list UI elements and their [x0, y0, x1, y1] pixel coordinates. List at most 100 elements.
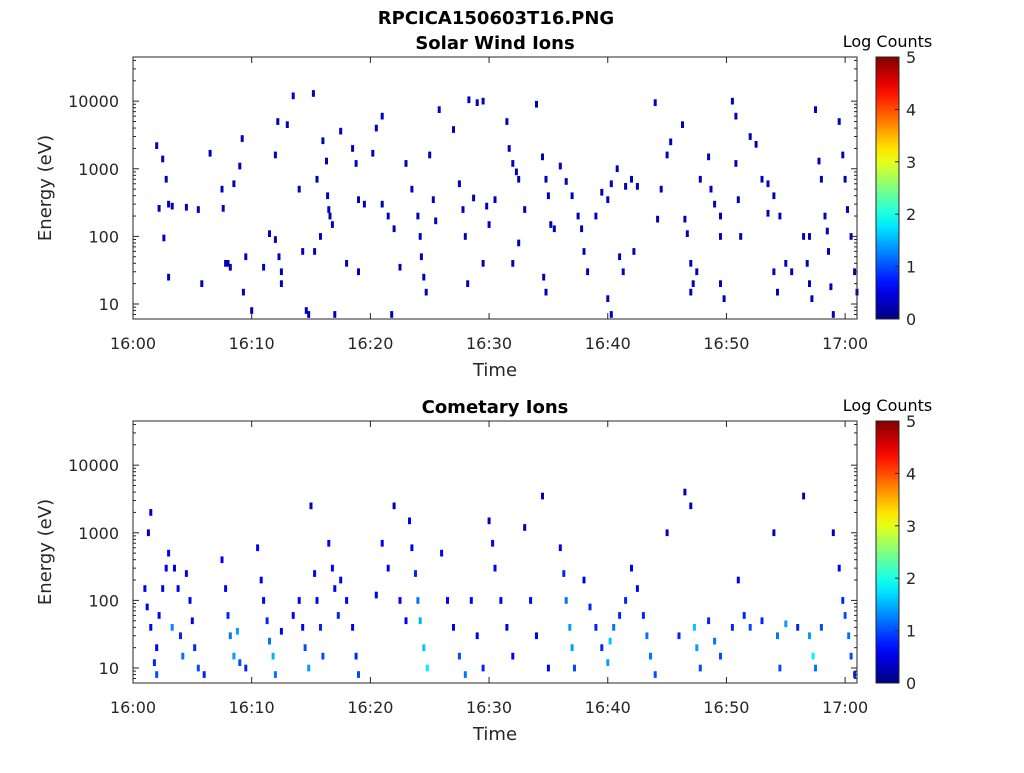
spectrogram-cell: [241, 288, 245, 296]
spectrogram-cell: [649, 652, 652, 660]
spectrogram-cell: [606, 659, 610, 666]
spectrogram-cell: [846, 206, 849, 213]
spectrogram-cell: [440, 549, 444, 557]
spectrogram-cell: [262, 263, 266, 271]
spectrogram-cell: [511, 160, 515, 167]
spectrogram-cell: [250, 307, 254, 314]
x-tick-label: 16:10: [229, 334, 275, 353]
spectrogram-cell: [805, 260, 809, 267]
x-tick-label: 16:30: [466, 698, 512, 717]
spectrogram-cell: [523, 524, 527, 531]
colorbar-tick-label: 5: [906, 48, 916, 67]
x-tick-label: 16:20: [347, 698, 393, 717]
x-tick-label: 16:40: [585, 698, 631, 717]
spectrogram-cell: [594, 624, 598, 631]
spectrogram-cell: [558, 162, 562, 170]
spectrogram-cell: [698, 175, 702, 183]
spectrogram-cell: [268, 230, 271, 237]
plot-area: [133, 421, 857, 683]
spectrogram-cell: [615, 165, 619, 173]
spectrogram-cell: [760, 175, 764, 183]
spectrogram-cell: [279, 627, 283, 635]
spectrogram-cell: [398, 597, 402, 604]
panel-solar-wind-ions: Solar Wind Ions 16:00 16:10 16:20 16:30 16:40…: [35, 32, 932, 381]
spectrogram-cell: [609, 311, 613, 318]
spectrogram-cell: [146, 529, 150, 537]
spectrogram-cell: [457, 180, 461, 188]
spectrogram-cell: [285, 121, 289, 128]
spectrogram-cell: [760, 617, 764, 625]
spectrogram-cell: [228, 632, 232, 640]
spectrogram-cell: [849, 652, 853, 660]
spectrogram-cell: [529, 597, 533, 604]
spectrogram-cell: [754, 141, 758, 148]
spectrogram-cell: [730, 624, 734, 631]
spectrogram-cell: [452, 126, 455, 133]
colorbar-tick-label: 1: [906, 258, 916, 277]
x-axis-label: Time: [472, 360, 517, 381]
spectrogram-cell: [319, 233, 322, 240]
spectrogram-cell: [238, 659, 242, 666]
spectrogram-cell: [149, 624, 153, 631]
spectrogram-cell: [357, 671, 360, 678]
spectrogram-cell: [410, 185, 414, 193]
spectrogram-cell: [719, 652, 722, 660]
spectrogram-cell: [143, 585, 147, 592]
spectrogram-cell: [351, 145, 355, 152]
spectrogram-cell: [313, 248, 317, 255]
spectrogram-cell: [847, 632, 851, 640]
spectrogram-cell: [841, 597, 845, 604]
colorbar-tick-label: 3: [906, 517, 916, 536]
spectrogram-cell: [549, 221, 553, 228]
spectrogram-cell: [380, 112, 384, 120]
spectrogram-cell: [319, 624, 322, 631]
spectrogram-cell: [505, 624, 509, 631]
spectrogram-cell: [784, 260, 788, 267]
spectrogram-cell: [796, 624, 800, 631]
spectrogram-cell: [303, 644, 307, 651]
spectrogram-cell: [398, 263, 402, 271]
spectrogram-cell: [831, 311, 835, 318]
spectrogram-cell: [511, 260, 515, 267]
spectrogram-cell: [541, 492, 544, 500]
colorbar-label: Log Counts: [843, 32, 933, 51]
spectrogram-cell: [265, 617, 269, 625]
spectrogram-cell: [351, 624, 355, 631]
spectrogram-cell: [167, 549, 171, 557]
spectrogram-cell: [541, 153, 544, 161]
spectrogram-cell: [514, 168, 518, 176]
spectrogram-cell: [475, 632, 479, 640]
spectrogram-cell: [573, 664, 576, 672]
spectrogram-cell: [677, 632, 681, 640]
spectrogram-cell: [665, 151, 669, 159]
spectrogram-cell: [311, 90, 315, 97]
spectrogram-cell: [722, 295, 726, 302]
spectrogram-cell: [259, 576, 263, 584]
spectrogram-cell: [416, 212, 420, 220]
spectrogram-cell: [719, 233, 722, 240]
spectrogram-cell: [831, 529, 835, 537]
spectrogram-cell: [624, 183, 628, 190]
spectrogram-cell: [481, 260, 485, 267]
spectrogram-cell: [546, 664, 550, 672]
spectrogram-cell: [328, 212, 332, 220]
spectrogram-cell: [224, 260, 228, 267]
spectrogram-cell: [309, 502, 313, 510]
spectrogram-cell: [157, 205, 161, 212]
panel-title: Cometary Ions: [422, 397, 569, 418]
spectrogram-cell: [772, 529, 776, 537]
spectrogram-cell: [505, 118, 509, 125]
spectrogram-cell: [291, 92, 295, 100]
spectrogram-cell: [542, 273, 546, 281]
spectrogram-cell: [819, 624, 823, 631]
spectrogram-cell: [161, 585, 165, 592]
spectrogram-cell: [481, 664, 485, 672]
spectrogram-cell: [841, 151, 845, 159]
spectrogram-cell: [390, 311, 394, 318]
spectrogram-cell: [558, 544, 562, 552]
spectrogram-cell: [681, 121, 684, 128]
spectrogram-cell: [155, 644, 159, 651]
spectrogram-cell: [586, 268, 590, 276]
spectrogram-cell: [600, 644, 604, 651]
colorbar-tick-label: 4: [906, 100, 916, 119]
